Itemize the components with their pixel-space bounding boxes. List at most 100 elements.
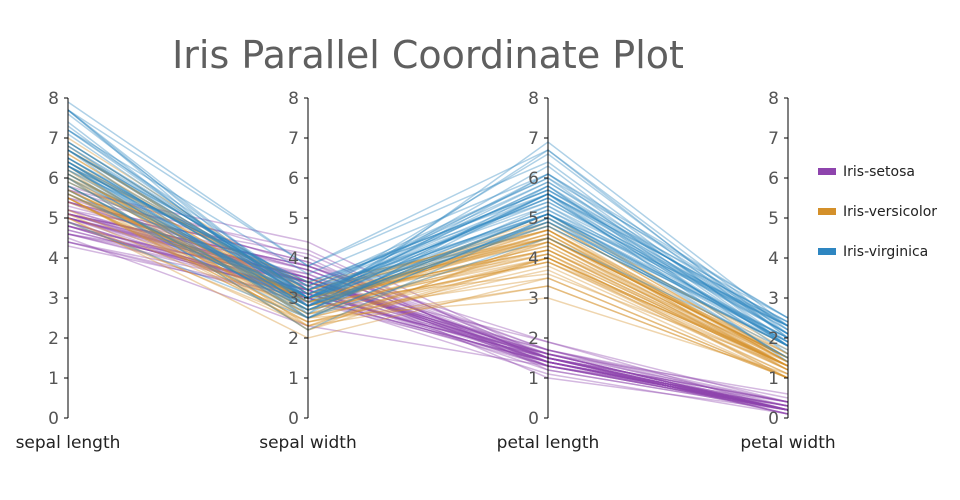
series-line: [67, 165, 789, 355]
series-line: [67, 149, 789, 323]
series-line: [67, 165, 789, 359]
series-line: [67, 213, 789, 403]
series-line: [67, 241, 789, 411]
series-line: [67, 213, 789, 375]
legend-label: Iris-virginica: [843, 244, 928, 260]
legend-item-iris-setosa[interactable]: Iris-setosa: [818, 164, 915, 180]
tick-label: 0: [48, 409, 59, 429]
series-line: [67, 157, 789, 331]
series-line: [67, 161, 789, 367]
series-line: [67, 165, 789, 323]
tick-label: 0: [528, 409, 539, 429]
axis-label: petal length: [497, 433, 600, 453]
series-line: [67, 217, 789, 411]
tick-label: 4: [48, 249, 59, 269]
series-line: [67, 221, 789, 379]
series-line: [67, 193, 789, 367]
series-line: [67, 189, 789, 379]
axis-label: sepal length: [16, 433, 121, 453]
series-line: [67, 189, 789, 367]
series-line: [67, 161, 789, 347]
axis-label: sepal width: [259, 433, 357, 453]
series-line: [67, 181, 789, 347]
series-line: [67, 209, 789, 411]
series-line: [67, 185, 789, 371]
series-line: [67, 189, 789, 367]
series-line: [67, 161, 789, 343]
series-line: [67, 217, 789, 411]
series-line: [67, 129, 789, 347]
series-line: [67, 173, 789, 363]
series-line: [67, 185, 789, 343]
series-line: [67, 113, 789, 335]
legend-label: Iris-versicolor: [843, 204, 937, 220]
series-line: [67, 201, 789, 411]
series-line: [67, 201, 789, 403]
series-line: [67, 165, 789, 347]
series-line: [67, 149, 789, 319]
series-line: [67, 169, 789, 367]
series-line: [67, 225, 789, 407]
legend-swatch: [818, 248, 836, 255]
series-line: [67, 217, 789, 379]
legend[interactable]: Iris-setosa Iris-versicolor Iris-virginica: [818, 164, 937, 260]
series-line: [67, 233, 789, 407]
series-line: [67, 217, 789, 379]
series-line: [67, 201, 789, 411]
series-line: [67, 137, 789, 363]
series-line: [67, 237, 789, 407]
series-line: [67, 241, 789, 411]
series-line: [67, 129, 789, 319]
tick-label: 2: [288, 329, 299, 349]
tick-label: 0: [768, 409, 779, 429]
series-line: [67, 101, 789, 339]
series-line: [67, 157, 789, 347]
series-line: [67, 189, 789, 367]
axis-sepal-length: 0 1 2 3 4 5 6 7 8 sepal length: [16, 89, 121, 453]
series-line: [67, 197, 789, 411]
series-line: [67, 169, 789, 327]
series-line: [67, 149, 789, 363]
series-line: [67, 209, 789, 415]
legend-swatch: [818, 168, 836, 175]
series-line: [67, 201, 789, 359]
series-line: [67, 193, 789, 339]
series-line: [67, 197, 789, 371]
series-line: [67, 185, 789, 343]
series-line: [67, 213, 789, 403]
chart-title: Iris Parallel Coordinate Plot: [172, 33, 684, 77]
legend-item-iris-versicolor[interactable]: Iris-versicolor: [818, 204, 937, 220]
series-line: [67, 165, 789, 347]
series-line: [67, 217, 789, 411]
series-line: [67, 217, 789, 411]
series-line: [67, 197, 789, 379]
series-line: [67, 197, 789, 411]
series-line: [67, 181, 789, 347]
series-line: [67, 181, 789, 359]
series-line: [67, 213, 789, 411]
series-line: [67, 165, 789, 343]
tick-label: 3: [528, 289, 539, 309]
series-line: [67, 173, 789, 363]
tick-label: 7: [768, 129, 779, 149]
tick-label: 7: [48, 129, 59, 149]
series-line: [67, 149, 789, 335]
series-line: [67, 177, 789, 347]
series-line: [67, 193, 789, 375]
series-line: [67, 225, 789, 411]
series-iris-setosa: [67, 185, 789, 415]
series-iris-virginica: [67, 101, 789, 363]
tick-label: 3: [768, 289, 779, 309]
series-line: [67, 217, 789, 407]
series-line: [67, 221, 789, 415]
series-line: [67, 221, 789, 415]
legend-item-iris-virginica[interactable]: Iris-virginica: [818, 244, 928, 260]
series-line: [67, 229, 789, 411]
series-line: [67, 121, 789, 343]
tick-label: 8: [48, 89, 59, 109]
series-line: [67, 201, 789, 403]
series-line: [67, 169, 789, 347]
series-line: [67, 141, 789, 327]
series-line: [67, 217, 789, 403]
series-line: [67, 185, 789, 379]
